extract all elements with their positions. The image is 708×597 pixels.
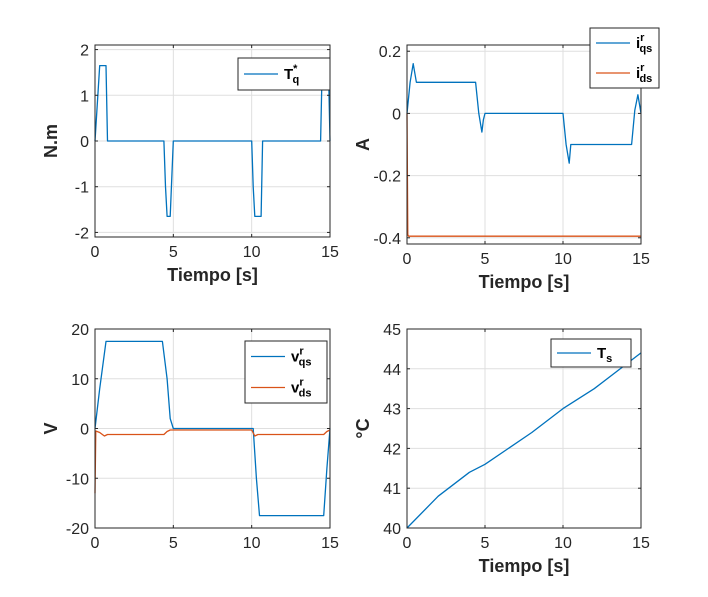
axes-box — [406, 44, 642, 245]
legend: T* q — [237, 57, 331, 91]
y-tick-label: 45 — [383, 322, 401, 339]
x-tick-label: 0 — [403, 251, 412, 268]
y-axis-label: A — [353, 138, 373, 151]
y-tick-label: 20 — [71, 322, 89, 339]
y-tick-label: 0 — [80, 134, 89, 151]
legend-entry: vr qs — [291, 346, 311, 369]
y-tick-label: 0 — [80, 422, 89, 439]
x-tick-label: 15 — [632, 251, 650, 268]
x-tick-label: 15 — [321, 244, 339, 261]
axes-box — [406, 328, 642, 529]
y-tick-label: 0 — [392, 106, 401, 123]
subplot-4: 0 5 10 15 40 41 42 43 44 45 Tiempo [s] °C Ts — [353, 322, 650, 576]
series-line-1 — [406, 63, 642, 164]
y-tick-label: -1 — [75, 180, 89, 197]
y-tick-label: 42 — [383, 441, 401, 458]
subplot-3: 0 5 10 15 -20 -10 0 10 20 Vvr qs vr ds — [41, 322, 339, 552]
x-tick-label: 5 — [481, 535, 490, 552]
y-tick-label: 1 — [80, 88, 89, 105]
y-tick-label: 10 — [71, 372, 89, 389]
y-tick-label: -10 — [66, 471, 89, 488]
y-tick-label: 0.2 — [379, 44, 401, 61]
subplot-2: 0 5 10 15 -0.4 -0.2 0 0.2 Tiempo [s] Air qs ir ds — [353, 27, 660, 292]
y-tick-label: 2 — [80, 43, 89, 60]
y-tick-label: 40 — [383, 521, 401, 538]
x-tick-label: 0 — [91, 535, 100, 552]
x-tick-label: 15 — [632, 535, 650, 552]
y-axis-label: V — [41, 422, 61, 434]
legend-box — [589, 27, 660, 89]
legend-entry: Ts — [597, 345, 612, 365]
legend-entry: ir ds — [636, 62, 652, 85]
y-tick-label: -0.2 — [373, 169, 401, 186]
x-axis-label: Tiempo [s] — [479, 556, 570, 576]
x-axis-label: Tiempo [s] — [167, 265, 258, 285]
series-line-2 — [94, 429, 331, 494]
x-tick-label: 10 — [554, 535, 572, 552]
x-tick-label: 0 — [403, 535, 412, 552]
subplot-1: 0 5 10 15 -2 -1 0 1 2 Tiempo [s] N.m T* q — [41, 43, 339, 285]
x-tick-label: 5 — [481, 251, 490, 268]
legend: vr qs vr ds — [244, 340, 328, 404]
legend: Ts — [550, 338, 632, 368]
y-tick-label: 41 — [383, 481, 401, 498]
x-tick-label: 10 — [554, 251, 572, 268]
x-tick-label: 10 — [243, 535, 261, 552]
series-line-2 — [406, 113, 641, 237]
x-axis-label: Tiempo [s] — [479, 272, 570, 292]
legend-box — [244, 340, 328, 404]
x-tick-label: 10 — [243, 244, 261, 261]
y-axis-label: N.m — [41, 124, 61, 158]
y-tick-label: 43 — [383, 402, 401, 419]
legend-entry: T* q — [284, 63, 299, 86]
legend-entry: vr ds — [291, 377, 311, 400]
y-tick-label: 44 — [383, 362, 401, 379]
legend: ir qs ir ds — [589, 27, 660, 89]
x-tick-label: 15 — [321, 535, 339, 552]
x-tick-label: 5 — [169, 244, 178, 261]
y-tick-label: -0.4 — [373, 231, 401, 248]
x-tick-label: 5 — [169, 535, 178, 552]
series-line-1 — [406, 352, 642, 529]
legend-entry: ir qs — [636, 32, 652, 55]
y-tick-label: -20 — [66, 521, 89, 538]
y-tick-label: -2 — [75, 225, 89, 242]
series-line-1 — [94, 64, 331, 218]
series-line-1 — [94, 340, 331, 517]
x-tick-label: 0 — [91, 244, 100, 261]
y-axis-label: °C — [353, 418, 373, 438]
